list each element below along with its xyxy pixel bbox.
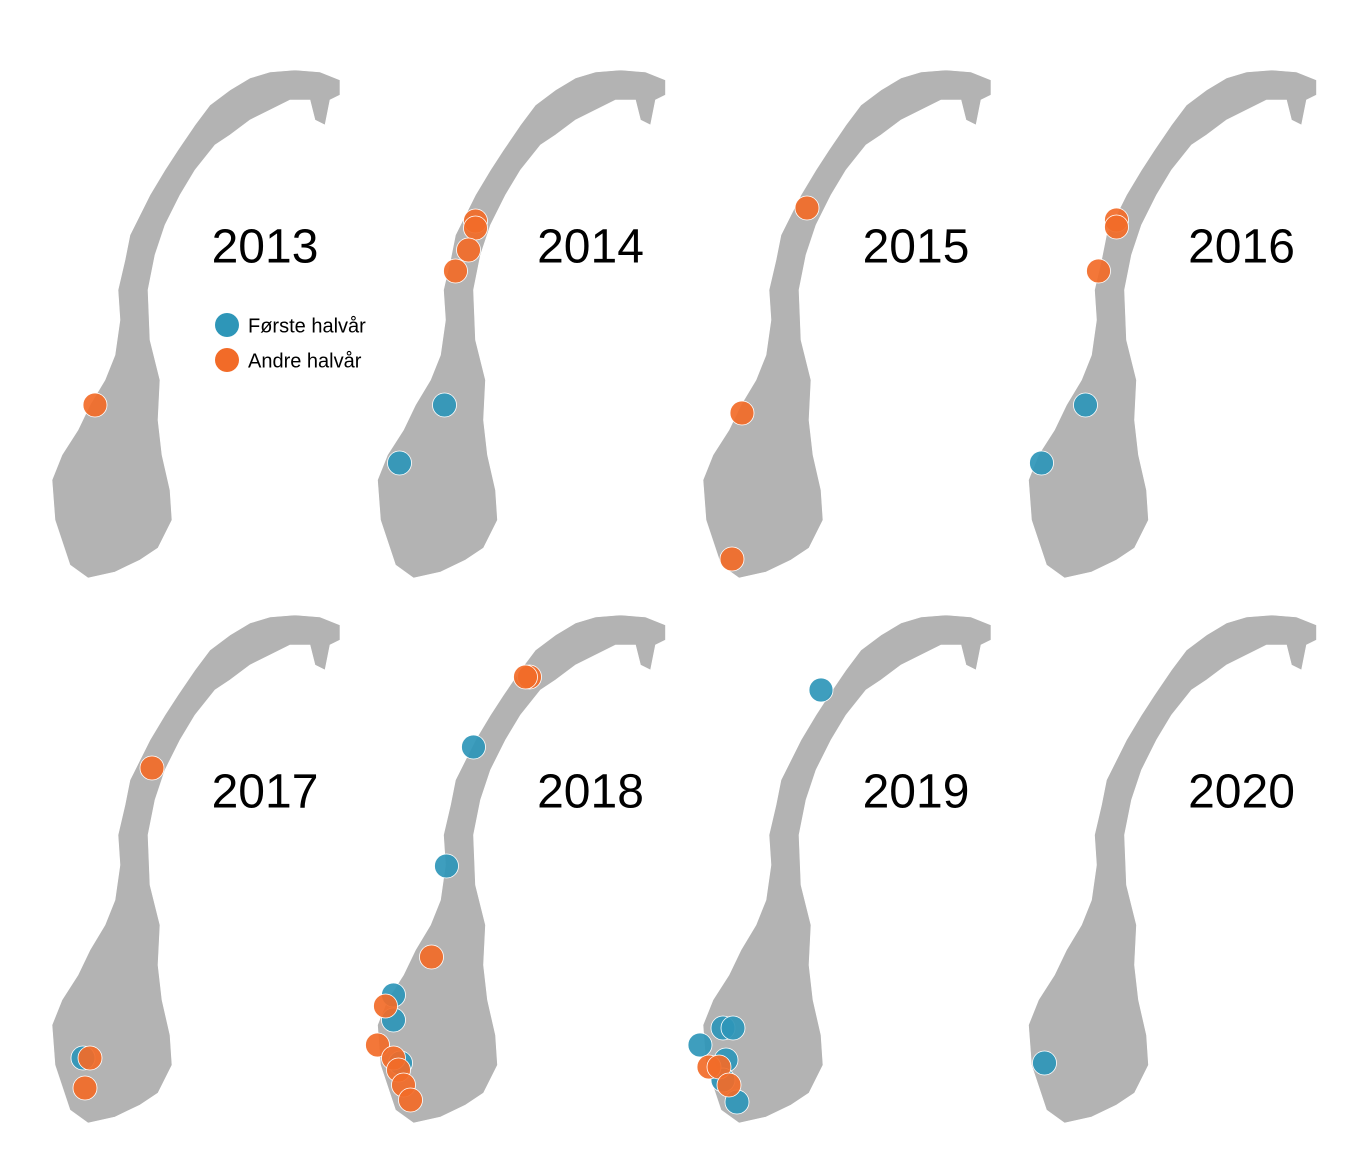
legend-swatch [215,348,239,372]
location-dot [72,1075,98,1101]
location-dot [716,1072,742,1098]
year-label: 2015 [863,221,970,274]
country-shape [377,614,666,1124]
year-label: 2017 [212,766,319,819]
location-dot [1029,450,1054,476]
map-panel: 2014 [377,69,666,579]
map-panel: 2019 [687,614,992,1124]
legend-label: Første halvår [248,315,366,337]
location-dot [729,400,755,426]
map-panel: 2015 [702,69,992,579]
country-shape [1028,614,1317,1124]
location-dot [77,1045,103,1071]
location-dot [1086,258,1111,284]
location-dot [1032,1050,1057,1076]
map-panel: 2017 [51,614,341,1124]
year-label: 2018 [537,766,644,819]
location-dot [82,392,108,418]
location-dot [808,677,834,703]
map-panel: 2018 [365,614,666,1124]
country-shape [377,69,666,579]
location-dot [419,944,444,970]
year-label: 2013 [212,221,319,274]
map-panel: 2013 [51,69,341,579]
country-shape [702,69,992,579]
legend-swatch [215,313,239,337]
location-dot [461,734,486,760]
location-dot [720,1015,746,1041]
location-dot [398,1087,423,1113]
location-dot [432,392,457,418]
map-panel: 2020 [1028,614,1317,1124]
country-shape [1028,69,1317,579]
location-dot [443,258,468,284]
location-dot [456,237,481,263]
legend-label: Andre halvår [248,350,362,372]
location-dot [513,664,538,690]
location-dot [687,1032,713,1058]
year-label: 2020 [1188,766,1295,819]
location-dot [373,993,398,1019]
year-label: 2014 [537,221,644,274]
year-label: 2019 [863,766,970,819]
country-shape [702,614,992,1124]
location-dot [139,755,165,781]
location-dot [794,195,820,221]
location-dot [434,853,459,879]
location-dot [1104,214,1129,240]
year-label: 2016 [1188,221,1295,274]
map-panel: 2016 [1028,69,1317,579]
location-dot [719,546,745,572]
location-dot [463,215,488,241]
location-dot [1073,392,1098,418]
location-dot [387,450,412,476]
